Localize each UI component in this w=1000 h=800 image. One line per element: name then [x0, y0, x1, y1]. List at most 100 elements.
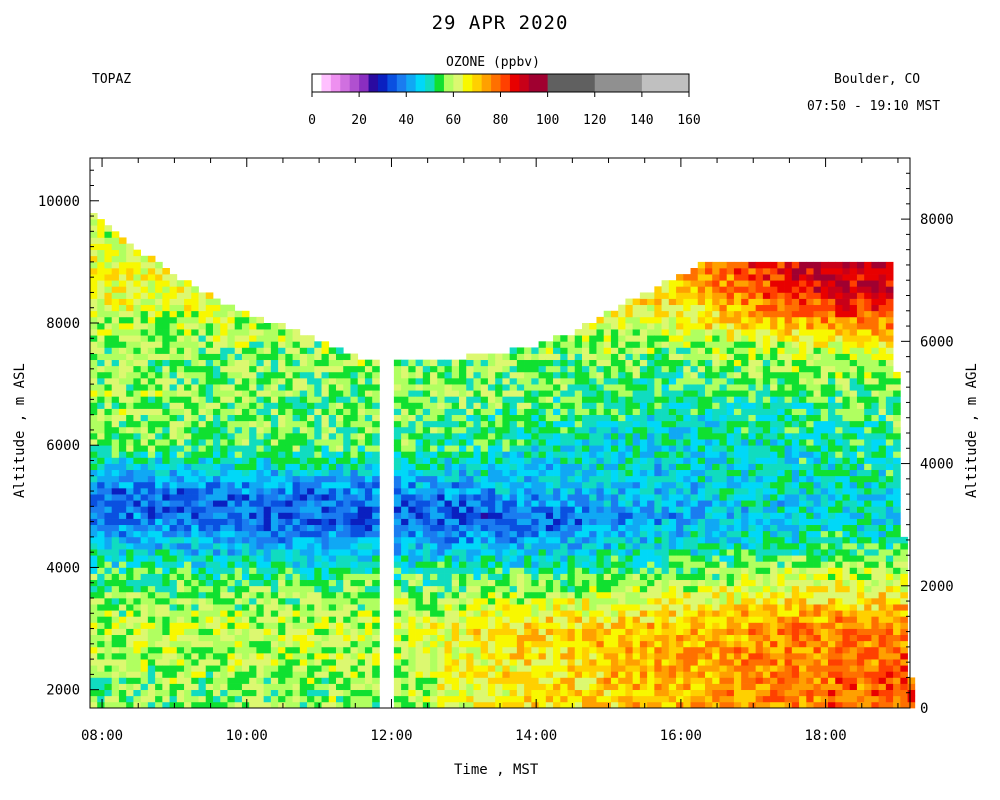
heatmap-cell	[545, 439, 554, 446]
heatmap-cell	[473, 518, 482, 526]
heatmap-cell	[596, 610, 605, 617]
heatmap-cell	[350, 469, 359, 477]
heatmap-cell	[270, 671, 279, 678]
heatmap-cell	[372, 500, 380, 507]
heatmap-cell	[191, 695, 199, 703]
heatmap-cell	[495, 451, 503, 458]
heatmap-cell	[582, 463, 590, 471]
heatmap-cell	[169, 481, 178, 489]
heatmap-cell	[97, 414, 105, 422]
heatmap-cell	[328, 695, 337, 703]
heatmap-cell	[567, 445, 576, 452]
heatmap-cell	[415, 530, 424, 538]
heatmap-cell	[487, 365, 496, 373]
heatmap-cell	[516, 506, 525, 513]
heatmap-cell	[234, 463, 243, 471]
heatmap-cell	[133, 518, 141, 526]
heatmap-cell	[104, 378, 113, 385]
heatmap-cell	[104, 518, 113, 526]
heatmap-cell	[176, 359, 185, 367]
heatmap-cell	[321, 341, 330, 348]
heatmap-cell	[393, 628, 402, 636]
heatmap-cell	[162, 591, 170, 599]
heatmap-cell	[524, 689, 532, 697]
heatmap-cell	[162, 378, 170, 385]
heatmap-cell	[191, 481, 199, 489]
heatmap-cell	[328, 414, 337, 422]
heatmap-cell	[401, 689, 409, 697]
heatmap-cell	[263, 543, 272, 550]
heatmap-cell	[133, 353, 141, 361]
heatmap-cell	[509, 353, 518, 361]
heatmap-cell	[553, 512, 561, 519]
heatmap-cell	[198, 512, 207, 519]
heatmap-cell	[111, 329, 120, 336]
heatmap-cell	[249, 622, 257, 629]
heatmap-cell	[451, 469, 460, 477]
heatmap-cell	[647, 494, 655, 501]
heatmap-cell	[307, 341, 315, 348]
heatmap-cell	[466, 585, 474, 593]
heatmap-cell	[509, 701, 518, 709]
heatmap-cell	[654, 628, 662, 636]
heatmap-cell	[169, 280, 178, 287]
heatmap-cell	[97, 396, 105, 403]
heatmap-cell	[97, 323, 105, 330]
heatmap-cell	[227, 689, 236, 697]
heatmap-cell	[118, 286, 127, 293]
heatmap-cell	[451, 481, 460, 489]
heatmap-cell	[495, 365, 503, 373]
heatmap-cell	[625, 500, 633, 507]
heatmap-cell	[401, 659, 409, 666]
heatmap-cell	[654, 567, 662, 574]
heatmap-cell	[632, 518, 641, 526]
heatmap-cell	[538, 500, 547, 507]
heatmap-cell	[582, 689, 590, 697]
heatmap-cell	[437, 616, 445, 623]
heatmap-cell	[184, 518, 192, 526]
heatmap-cell	[516, 518, 525, 526]
heatmap-cell	[372, 695, 380, 703]
heatmap-cell	[336, 555, 344, 562]
heatmap-cell	[234, 408, 243, 416]
heatmap-cell	[350, 390, 359, 397]
heatmap-cell	[256, 439, 264, 446]
heatmap-cell	[618, 598, 626, 605]
heatmap-cell	[256, 610, 264, 617]
heatmap-cell	[307, 689, 315, 697]
heatmap-cell	[155, 677, 163, 684]
heatmap-cell	[357, 506, 366, 513]
heatmap-cell	[350, 659, 359, 666]
heatmap-cell	[241, 689, 250, 697]
heatmap-cell	[213, 353, 221, 361]
heatmap-cell	[118, 622, 127, 629]
heatmap-cell	[263, 335, 272, 342]
heatmap-cell	[495, 634, 503, 642]
heatmap-cell	[422, 536, 431, 544]
heatmap-cell	[459, 414, 467, 422]
heatmap-cell	[350, 634, 359, 642]
heatmap-cell	[509, 646, 518, 654]
heatmap-cell	[307, 359, 315, 367]
heatmap-cell	[155, 323, 163, 330]
heatmap-cell	[372, 561, 380, 568]
heatmap-cell	[155, 591, 163, 599]
heatmap-cell	[270, 371, 279, 379]
heatmap-cell	[444, 500, 453, 507]
heatmap-cell	[516, 457, 525, 464]
heatmap-cell	[234, 530, 243, 538]
heatmap-cell	[241, 335, 250, 342]
heatmap-cell	[408, 598, 416, 605]
heatmap-cell	[220, 659, 228, 666]
heatmap-cell	[184, 280, 192, 287]
heatmap-cell	[343, 653, 351, 660]
heatmap-cell	[198, 353, 207, 361]
heatmap-cell	[393, 475, 402, 483]
heatmap-cell	[502, 573, 510, 581]
heatmap-cell	[249, 500, 257, 507]
heatmap-cell	[430, 591, 438, 599]
heatmap-cell	[466, 640, 474, 648]
heatmap-cell	[234, 445, 243, 452]
heatmap-cell	[560, 689, 568, 697]
heatmap-cell	[234, 561, 243, 568]
